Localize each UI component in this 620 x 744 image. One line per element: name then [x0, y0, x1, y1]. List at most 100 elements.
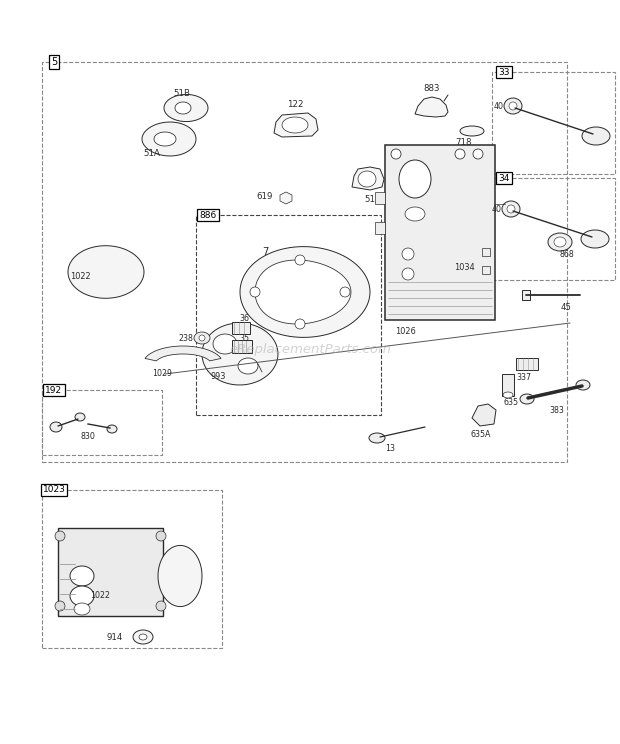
Ellipse shape: [107, 425, 117, 433]
Text: 5: 5: [51, 57, 57, 67]
Ellipse shape: [582, 127, 610, 145]
Text: 238: 238: [178, 333, 193, 342]
Bar: [232, 340, 252, 353]
Text: 1023: 1023: [43, 486, 66, 495]
Ellipse shape: [238, 358, 258, 374]
Polygon shape: [358, 171, 376, 187]
Bar: [42, 390, 162, 455]
Ellipse shape: [133, 630, 153, 644]
Polygon shape: [280, 192, 292, 204]
Ellipse shape: [581, 230, 609, 248]
Polygon shape: [352, 167, 384, 190]
Bar: [492, 72, 615, 174]
Ellipse shape: [369, 433, 385, 443]
Text: 868: 868: [560, 249, 574, 258]
Polygon shape: [175, 102, 191, 114]
Text: 914: 914: [107, 633, 123, 643]
Ellipse shape: [74, 603, 90, 615]
Ellipse shape: [156, 531, 166, 541]
Ellipse shape: [295, 255, 305, 265]
Polygon shape: [240, 246, 370, 337]
Ellipse shape: [502, 201, 520, 217]
Text: 192: 192: [45, 385, 63, 394]
Ellipse shape: [295, 319, 305, 329]
Ellipse shape: [402, 268, 414, 280]
Ellipse shape: [199, 335, 205, 341]
Polygon shape: [68, 246, 144, 298]
Bar: [42, 490, 222, 648]
Ellipse shape: [504, 98, 522, 114]
Text: eReplacementParts.com: eReplacementParts.com: [229, 342, 391, 356]
Bar: [502, 374, 514, 396]
Text: 383: 383: [549, 405, 564, 414]
Polygon shape: [522, 290, 530, 300]
Text: 122: 122: [286, 100, 303, 109]
Text: 635A: 635A: [471, 429, 491, 438]
Text: 40: 40: [494, 101, 504, 111]
Polygon shape: [154, 132, 176, 146]
Ellipse shape: [503, 392, 513, 398]
Polygon shape: [164, 94, 208, 121]
Bar: [58, 528, 163, 616]
Polygon shape: [255, 260, 351, 324]
Bar: [482, 248, 490, 256]
Ellipse shape: [75, 413, 85, 421]
Polygon shape: [142, 122, 196, 156]
Ellipse shape: [554, 237, 566, 247]
Ellipse shape: [399, 160, 431, 198]
Text: 993: 993: [210, 371, 226, 380]
Ellipse shape: [50, 422, 62, 432]
Polygon shape: [282, 117, 308, 133]
Ellipse shape: [70, 566, 94, 586]
Text: 35: 35: [239, 333, 249, 342]
Text: 51: 51: [365, 194, 376, 204]
Text: 883: 883: [423, 83, 440, 92]
Polygon shape: [415, 97, 448, 117]
Ellipse shape: [460, 126, 484, 136]
Bar: [375, 222, 385, 234]
Ellipse shape: [340, 287, 350, 297]
Bar: [516, 358, 538, 370]
Text: 7: 7: [262, 247, 268, 257]
Text: 51A: 51A: [144, 149, 161, 158]
Text: 635: 635: [503, 397, 518, 406]
Text: 45: 45: [560, 303, 572, 312]
Bar: [482, 266, 490, 274]
Ellipse shape: [55, 601, 65, 611]
Ellipse shape: [250, 287, 260, 297]
Ellipse shape: [576, 380, 590, 390]
Bar: [42, 62, 567, 462]
Ellipse shape: [70, 586, 94, 606]
Ellipse shape: [391, 149, 401, 159]
Text: 619: 619: [257, 191, 273, 200]
Ellipse shape: [55, 531, 65, 541]
Text: 36: 36: [239, 313, 249, 322]
Ellipse shape: [194, 332, 210, 344]
Polygon shape: [145, 346, 221, 361]
Text: 51B: 51B: [174, 89, 190, 97]
Text: 33: 33: [498, 68, 510, 77]
Ellipse shape: [548, 233, 572, 251]
Text: 40: 40: [492, 205, 502, 214]
Ellipse shape: [507, 205, 515, 213]
Bar: [375, 192, 385, 204]
Bar: [232, 322, 250, 334]
Bar: [492, 178, 615, 280]
Text: 886: 886: [200, 211, 216, 219]
Text: 34: 34: [498, 173, 510, 182]
Text: 1026: 1026: [394, 327, 415, 336]
Ellipse shape: [473, 149, 483, 159]
Text: 1022: 1022: [70, 272, 91, 280]
Ellipse shape: [455, 149, 465, 159]
Polygon shape: [472, 404, 496, 426]
Bar: [196, 215, 381, 415]
Polygon shape: [385, 145, 495, 320]
Text: 1034: 1034: [454, 263, 475, 272]
Ellipse shape: [156, 601, 166, 611]
Text: 830: 830: [81, 432, 95, 440]
Text: 1022: 1022: [90, 591, 110, 600]
Text: 13: 13: [385, 443, 395, 452]
Ellipse shape: [405, 207, 425, 221]
Text: 337: 337: [516, 373, 531, 382]
Ellipse shape: [509, 102, 517, 110]
